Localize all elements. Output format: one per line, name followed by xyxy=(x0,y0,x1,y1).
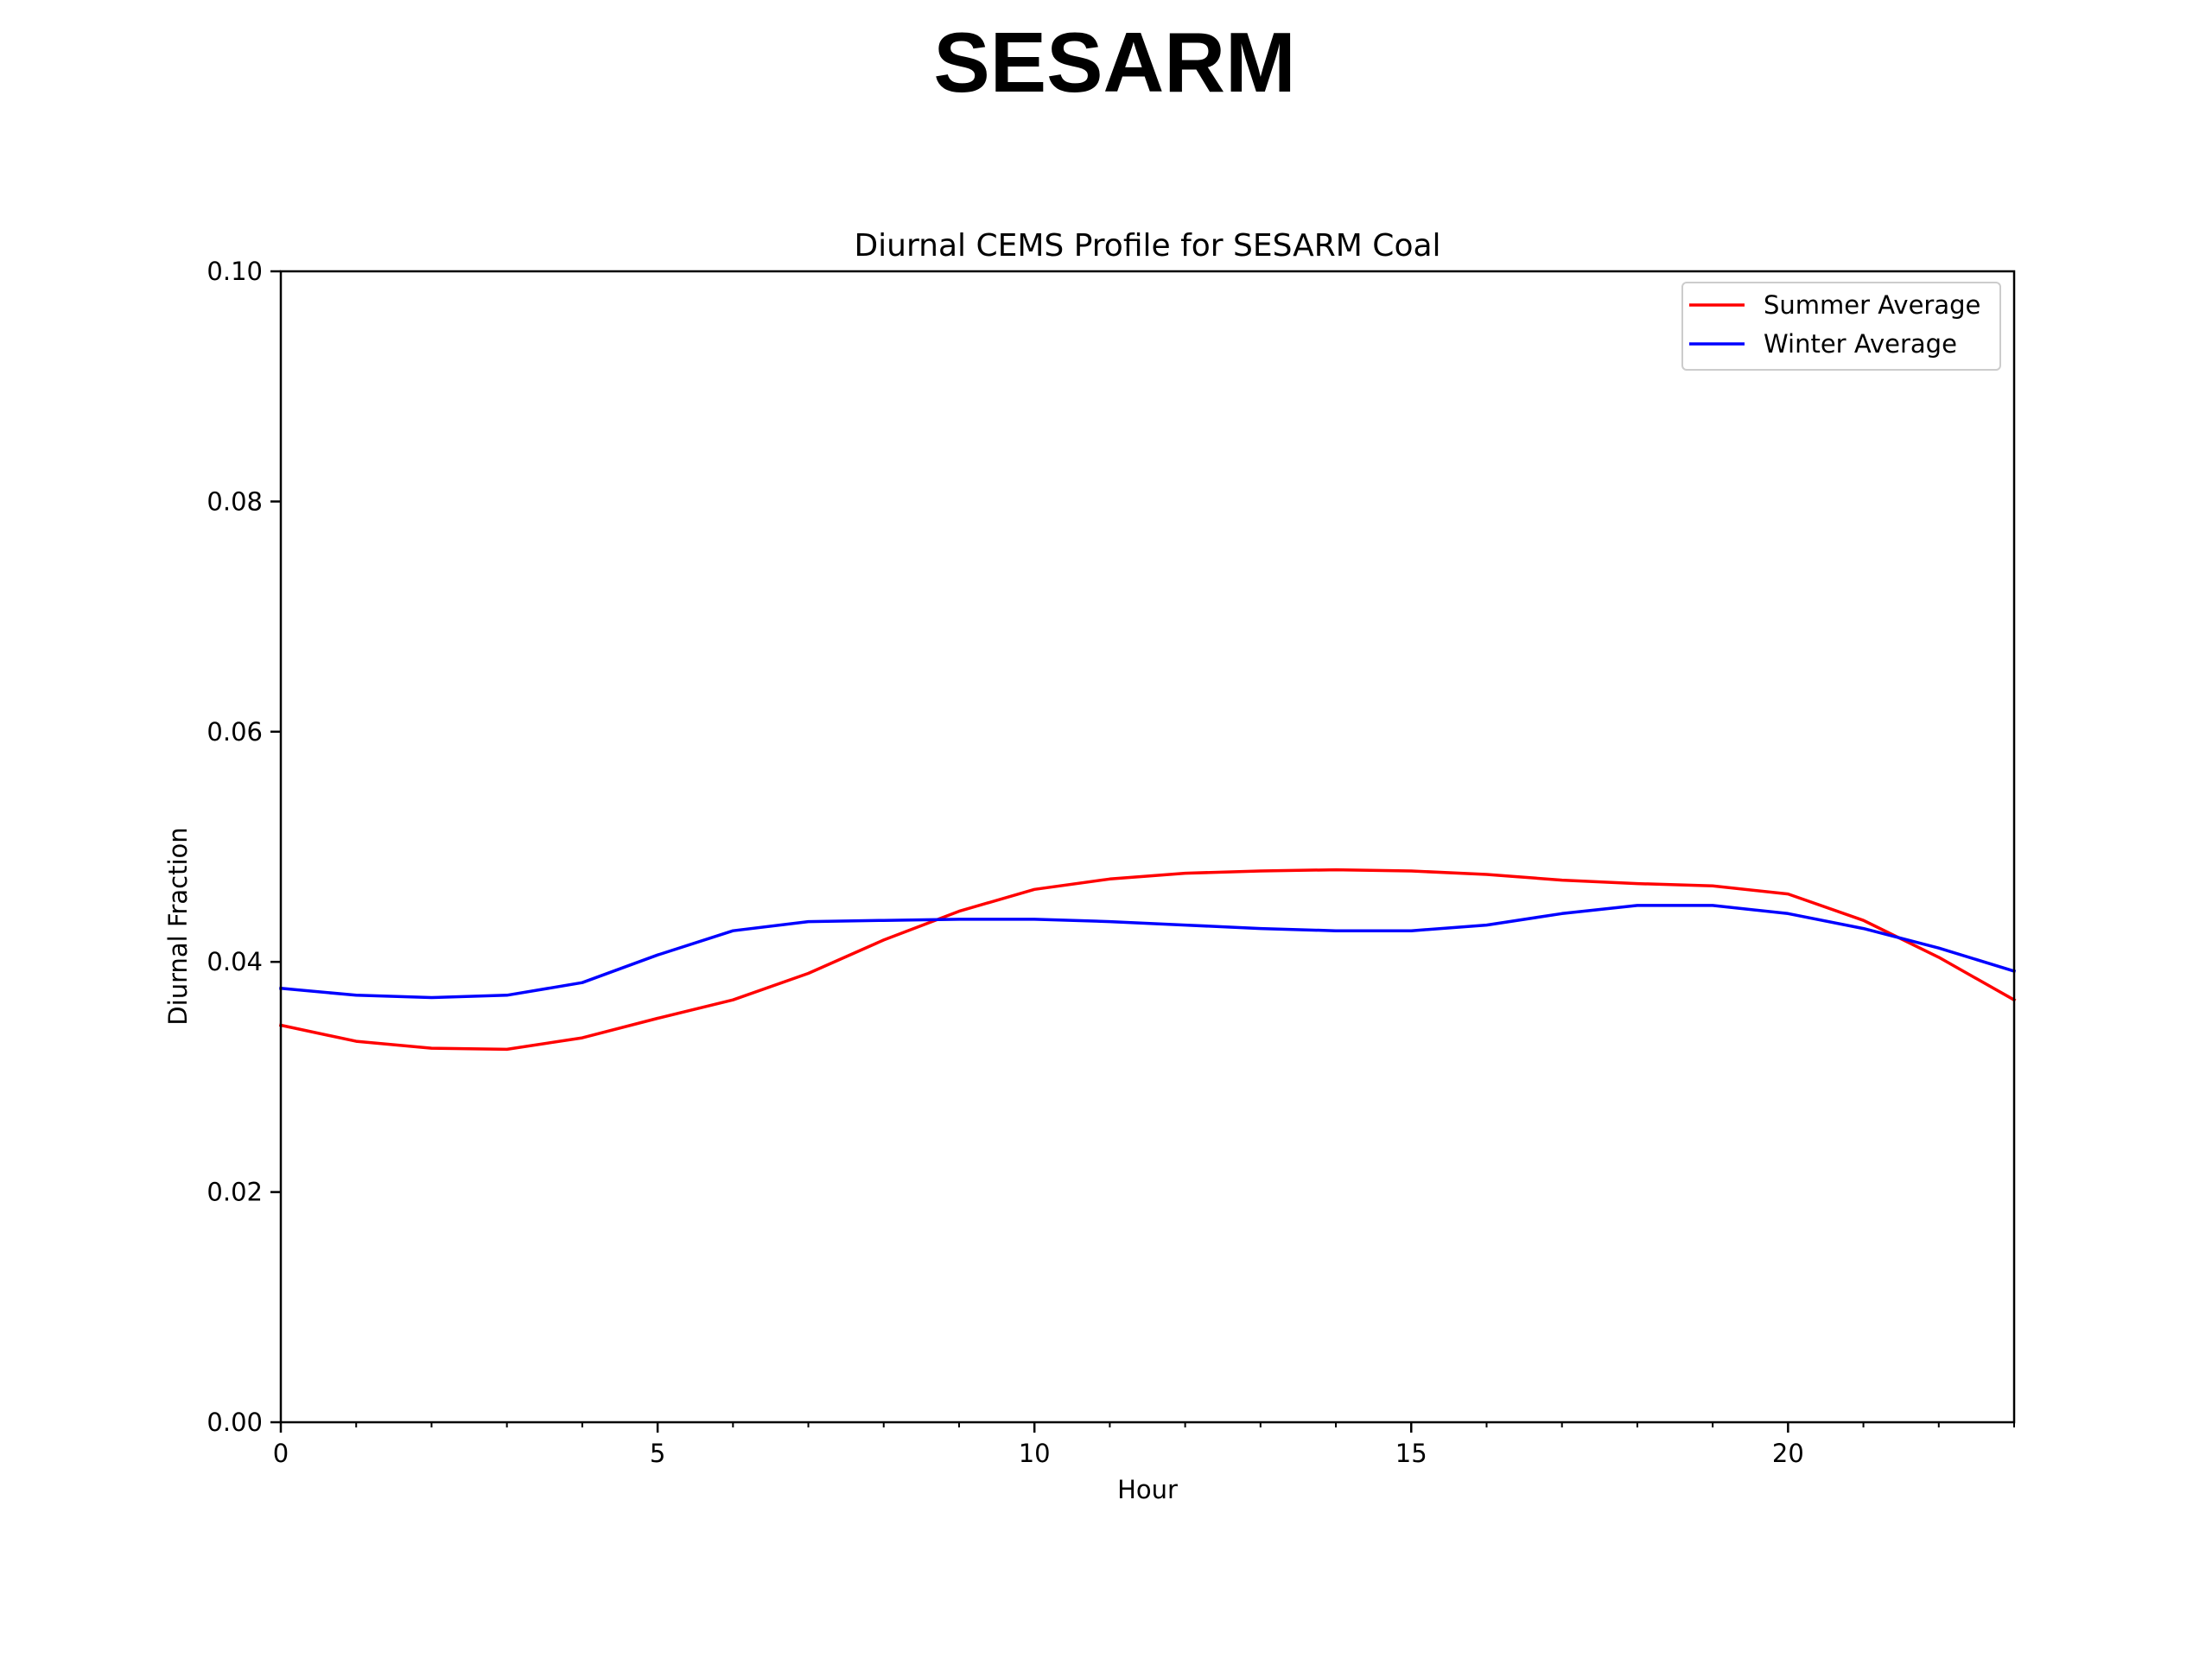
y-tick-label: 0.06 xyxy=(207,717,263,747)
y-tick-label: 0.04 xyxy=(207,947,263,976)
x-axis-label: Hour xyxy=(1117,1475,1178,1504)
chart-title: Diurnal CEMS Profile for SESARM Coal xyxy=(854,228,1440,264)
y-tick-label: 0.00 xyxy=(207,1408,263,1437)
y-tick-label: 0.10 xyxy=(207,257,263,286)
x-tick-label: 0 xyxy=(273,1439,289,1468)
series-lines xyxy=(278,868,2017,1052)
y-tick-label: 0.08 xyxy=(207,486,263,516)
axis-ticks: 0 5 10 15 20 0.00 0.02 0.04 0.06 0.08 0.10 xyxy=(207,257,2015,1468)
x-tick-label: 10 xyxy=(1019,1439,1051,1468)
y-tick-label: 0.02 xyxy=(207,1178,263,1207)
series-line-1 xyxy=(278,868,2017,1052)
legend-label: Winter Average xyxy=(1764,329,1957,359)
series-line-2 xyxy=(279,904,2017,1000)
x-tick-label: 15 xyxy=(1395,1439,1427,1468)
page-title: SESARM xyxy=(933,15,1296,110)
legend-box xyxy=(1681,282,2001,371)
x-tick-label: 20 xyxy=(1772,1439,1804,1468)
y-axis-label: Diurnal Fraction xyxy=(163,827,193,1025)
legend-label: Summer Average xyxy=(1764,290,1980,320)
legend: Summer Average Winter Average xyxy=(1681,282,2001,371)
plot-frame xyxy=(279,270,2016,1424)
x-tick-label: 5 xyxy=(650,1439,665,1468)
